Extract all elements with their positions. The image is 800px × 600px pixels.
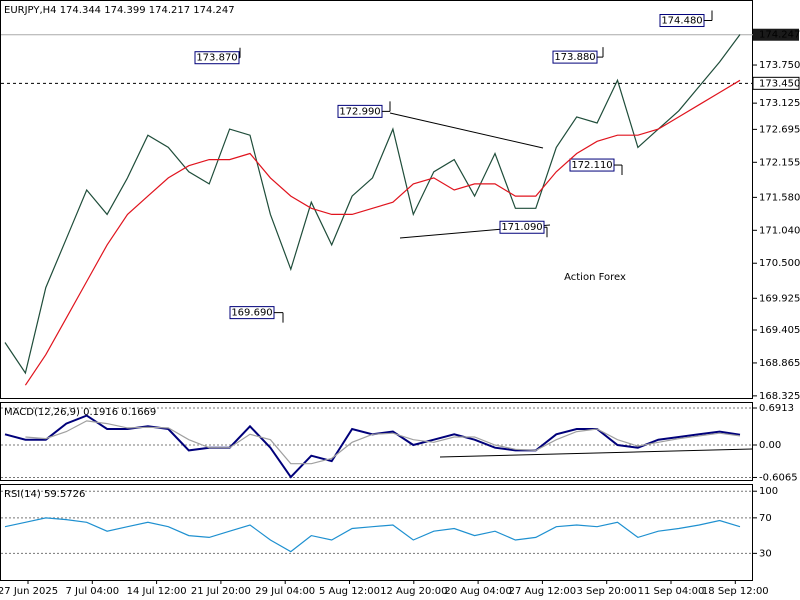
series-line: [4, 34, 741, 375]
y-tick-label: 168.325: [759, 391, 800, 402]
y-tick-label: 173.125: [759, 98, 800, 109]
y-tick-label: 172.695: [759, 124, 800, 135]
annotation-label: 174.480: [661, 16, 702, 27]
rsi-panel: [0, 484, 753, 581]
trendline: [439, 448, 753, 458]
panel-title: EURJPY,H4 174.344 174.399 174.217 174.24…: [4, 5, 235, 16]
y-tick-label: 173.750: [759, 60, 800, 71]
x-tick-label: 27 Jun 2025: [0, 586, 58, 597]
x-tick-label: 3 Sep 20:00: [577, 586, 637, 597]
y-tick-label: 169.405: [759, 325, 800, 336]
y-tick-label: 170.500: [759, 258, 800, 269]
x-tick-label: 29 Jul 04:00: [255, 586, 315, 597]
watermark: Action Forex: [564, 272, 626, 283]
y-tick-label: 0.00: [759, 440, 781, 451]
x-tick-label: 18 Sep 12:00: [702, 586, 769, 597]
x-tick-label: 11 Sep 04:00: [638, 586, 705, 597]
x-tick-label: 21 Jul 20:00: [191, 586, 251, 597]
x-tick-label: 14 Jul 12:00: [127, 586, 187, 597]
trendline: [389, 112, 544, 149]
annotation-label: 171.090: [501, 222, 542, 233]
macd-panel: [0, 402, 753, 481]
price-box: [753, 28, 799, 41]
y-tick-label: 172.155: [759, 157, 800, 168]
x-tick-label: 12 Aug 20:00: [380, 586, 447, 597]
annotation-label: 173.880: [554, 52, 595, 63]
x-tick-label: 7 Jul 04:00: [65, 586, 119, 597]
x-tick-label: 27 Aug 12:00: [509, 586, 576, 597]
y-tick-label: 0.6913: [759, 403, 794, 414]
panel-title: RSI(14) 59.5726: [4, 489, 85, 500]
level-label: 173.450: [759, 78, 800, 89]
series-line: [24, 79, 741, 386]
panel-title: MACD(12,26,9) 0.1916 0.1669: [4, 407, 156, 418]
series-line: [4, 517, 741, 553]
x-tick-label: 5 Aug 12:00: [319, 586, 380, 597]
x-tick-label: 20 Aug 04:00: [444, 586, 511, 597]
y-tick-label: 171.580: [759, 192, 800, 203]
y-tick-label: -0.6065: [759, 472, 798, 483]
y-tick-label: 169.925: [759, 293, 800, 304]
y-tick-label: 30: [759, 548, 772, 559]
y-tick-label: 168.865: [759, 358, 800, 369]
y-tick-label: 70: [759, 513, 772, 524]
price-panel: [0, 0, 753, 399]
series-line: [25, 420, 741, 465]
level-box: [752, 76, 800, 90]
price-label: 174.247: [759, 30, 800, 41]
annotation-label: 172.990: [339, 106, 380, 117]
y-tick-label: 100: [759, 486, 778, 497]
annotation-label: 173.870: [196, 53, 237, 64]
annotation-label: 172.110: [571, 160, 612, 171]
y-tick-label: 171.040: [759, 225, 800, 236]
annotation-label: 169.690: [231, 308, 272, 319]
